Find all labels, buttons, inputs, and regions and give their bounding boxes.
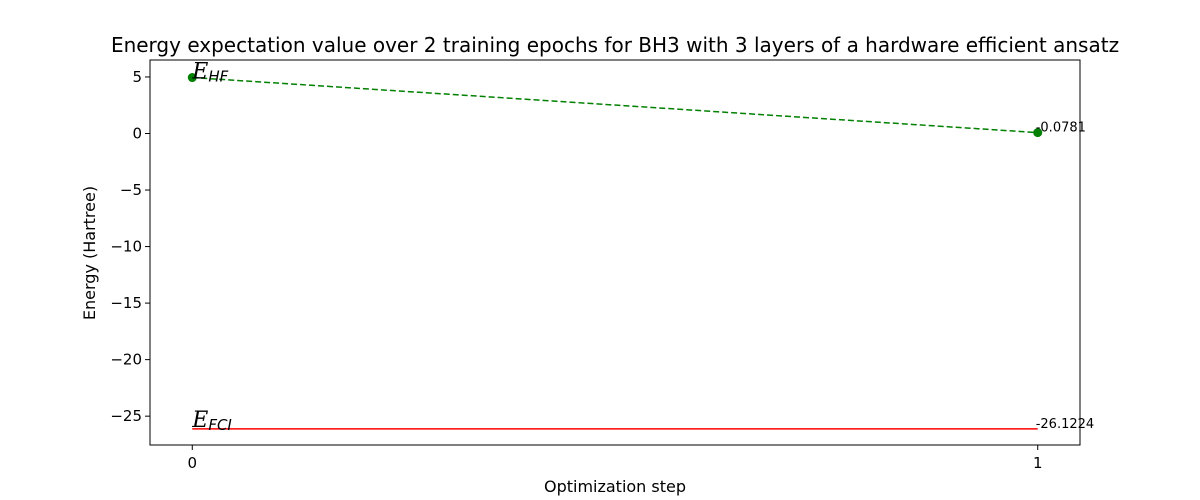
labels-layer: EFCI EHF -0.0781 -26.1224 [191, 60, 1094, 434]
y-axis: 5 0 −5 −10 −15 −20 −25 [110, 68, 150, 425]
y-tick-label: 5 [132, 68, 142, 86]
y-axis-title: Energy (Hartree) [80, 186, 99, 320]
x-axis-title: Optimization step [544, 477, 686, 496]
energy-point [1033, 128, 1043, 138]
y-tick-label: −15 [110, 294, 142, 312]
energy-point [187, 73, 197, 83]
fci-reference-label: EFCI [191, 408, 232, 434]
y-tick-label: 0 [132, 124, 142, 142]
data-label: -26.1224 [1036, 417, 1094, 432]
data-label: -0.0781 [1036, 121, 1086, 136]
x-tick-label: 0 [187, 454, 197, 472]
y-tick-label: −20 [110, 351, 142, 369]
chart-title: Energy expectation value over 2 training… [111, 33, 1119, 57]
energy-series-line [192, 76, 1038, 134]
plot-area [149, 59, 1081, 446]
x-tick-label: 1 [1033, 454, 1043, 472]
hf-reference-label: EHF [191, 60, 228, 86]
y-tick-label: −25 [110, 407, 142, 425]
y-tick-label: −5 [120, 181, 142, 199]
y-tick-label: −10 [110, 238, 142, 256]
series-layer [187, 73, 1043, 430]
